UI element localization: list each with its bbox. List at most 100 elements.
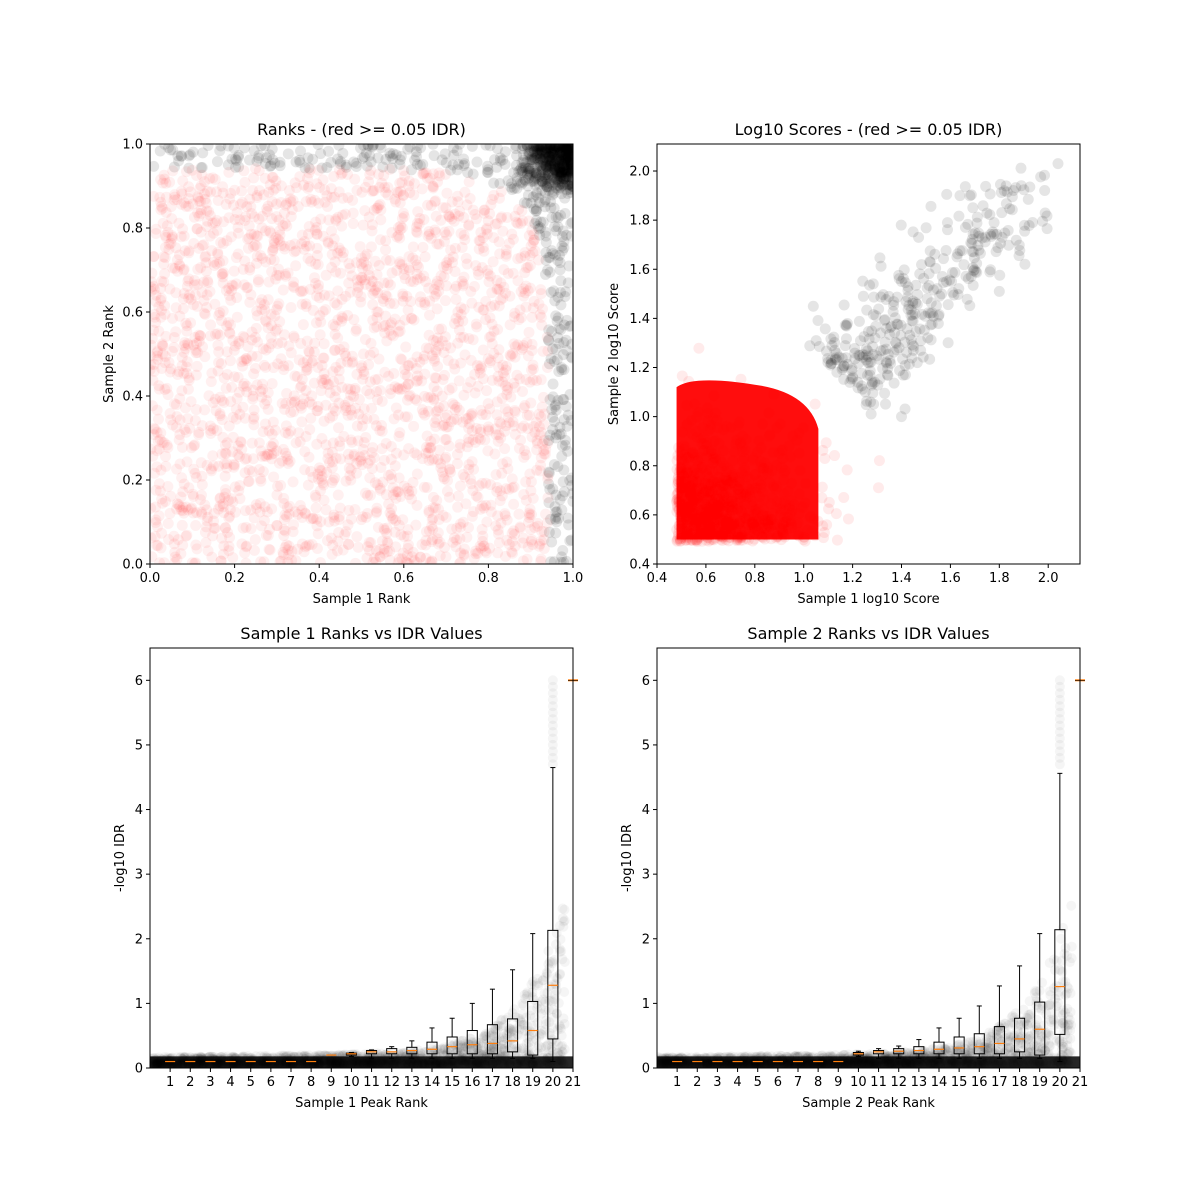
point-failing — [191, 223, 203, 235]
point-failing — [477, 373, 489, 385]
point-failing — [458, 548, 470, 560]
point-passing — [554, 257, 566, 269]
point-passing — [499, 146, 511, 158]
point-failing — [458, 278, 470, 290]
point-passing — [556, 362, 568, 374]
point-failing — [283, 340, 295, 352]
point-passing — [1006, 204, 1018, 216]
point-passing — [332, 153, 344, 165]
point-failing — [499, 510, 511, 522]
point-passing — [913, 231, 925, 243]
point-failing — [282, 544, 294, 556]
point-failing — [393, 519, 405, 531]
point-passing — [251, 155, 263, 167]
point-failing — [334, 440, 346, 452]
point-failing — [335, 245, 347, 257]
point-failing — [448, 358, 460, 370]
point-failing — [344, 470, 356, 482]
point-failing — [731, 531, 743, 543]
point-failing — [493, 429, 505, 441]
point-passing — [557, 490, 569, 502]
point-failing — [170, 326, 182, 338]
point-failing — [527, 374, 539, 386]
point-failing — [484, 479, 496, 491]
point-failing — [177, 223, 189, 235]
point-failing — [351, 457, 363, 469]
point-failing — [151, 426, 163, 438]
point-failing — [283, 549, 295, 561]
point-failing — [183, 181, 195, 193]
point-passing — [559, 192, 571, 204]
point-failing — [244, 264, 256, 276]
point-failing — [538, 408, 550, 420]
point-failing — [452, 196, 464, 208]
point-failing — [420, 275, 432, 287]
point-failing — [441, 187, 453, 199]
point-failing — [248, 172, 260, 184]
point-failing — [150, 531, 161, 543]
point-failing — [368, 185, 380, 197]
point-failing — [333, 526, 345, 538]
point-passing — [990, 246, 1002, 258]
point-failing — [484, 357, 496, 369]
point-failing — [397, 514, 409, 526]
point-passing — [554, 264, 566, 276]
point-failing — [398, 531, 410, 543]
point-failing — [398, 480, 410, 492]
point-failing — [188, 279, 200, 291]
point-failing — [330, 405, 342, 417]
point-failing — [460, 498, 472, 510]
point-failing — [326, 446, 338, 458]
point-failing — [216, 268, 228, 280]
point-passing — [873, 303, 885, 315]
point-failing — [241, 201, 253, 213]
point-passing — [494, 152, 506, 164]
point-failing — [411, 351, 423, 363]
point-failing — [173, 259, 185, 271]
point-failing — [218, 372, 230, 384]
point-failing — [289, 506, 301, 518]
point-failing — [307, 512, 319, 524]
point-failing — [168, 530, 180, 542]
point-failing — [193, 335, 205, 347]
point-failing — [248, 211, 260, 223]
point-failing — [372, 202, 384, 214]
points-group — [150, 144, 573, 564]
point-failing — [389, 460, 401, 472]
point-passing — [1052, 158, 1064, 170]
point-passing — [1018, 219, 1030, 231]
point-failing — [386, 317, 398, 329]
point-passing — [274, 160, 286, 172]
point-failing — [480, 477, 492, 489]
point-failing — [181, 529, 193, 541]
point-failing — [356, 271, 368, 283]
point-failing — [362, 457, 374, 469]
point-failing — [531, 437, 543, 449]
point-failing — [237, 522, 249, 534]
point-failing — [273, 214, 285, 226]
point-failing — [527, 302, 539, 314]
point-failing — [515, 286, 527, 298]
point-failing — [417, 168, 429, 180]
point-failing — [305, 193, 317, 205]
point-failing — [375, 461, 387, 473]
point-failing — [261, 450, 273, 462]
point-failing — [266, 503, 278, 515]
point-failing — [506, 535, 518, 547]
point-failing — [262, 294, 274, 306]
point-failing — [323, 290, 335, 302]
point-passing — [519, 174, 531, 186]
point-failing — [371, 321, 383, 333]
point-failing — [526, 338, 538, 350]
point-failing — [372, 306, 384, 318]
point-failing — [463, 463, 475, 475]
point-passing — [540, 247, 552, 259]
point-passing — [447, 159, 459, 171]
point-failing — [193, 426, 205, 438]
point-failing — [266, 448, 278, 460]
point-failing — [449, 208, 461, 220]
point-passing — [550, 399, 562, 411]
point-failing — [336, 293, 348, 305]
point-failing — [467, 434, 479, 446]
point-failing — [293, 354, 305, 366]
